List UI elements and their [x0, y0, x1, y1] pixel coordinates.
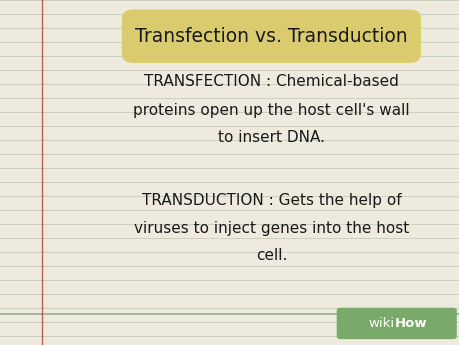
Text: proteins open up the host cell's wall: proteins open up the host cell's wall — [133, 102, 409, 118]
Text: TRANSFECTION : Chemical-based: TRANSFECTION : Chemical-based — [144, 75, 398, 89]
Text: TRANSDUCTION : Gets the help of: TRANSDUCTION : Gets the help of — [141, 193, 400, 207]
Text: cell.: cell. — [255, 248, 286, 264]
Text: How: How — [394, 317, 426, 330]
FancyBboxPatch shape — [336, 308, 456, 339]
Text: wiki: wiki — [368, 317, 394, 330]
FancyBboxPatch shape — [122, 9, 420, 63]
Text: Transfection vs. Transduction: Transfection vs. Transduction — [135, 27, 407, 46]
Text: viruses to inject genes into the host: viruses to inject genes into the host — [134, 220, 408, 236]
Text: to insert DNA.: to insert DNA. — [218, 130, 324, 146]
